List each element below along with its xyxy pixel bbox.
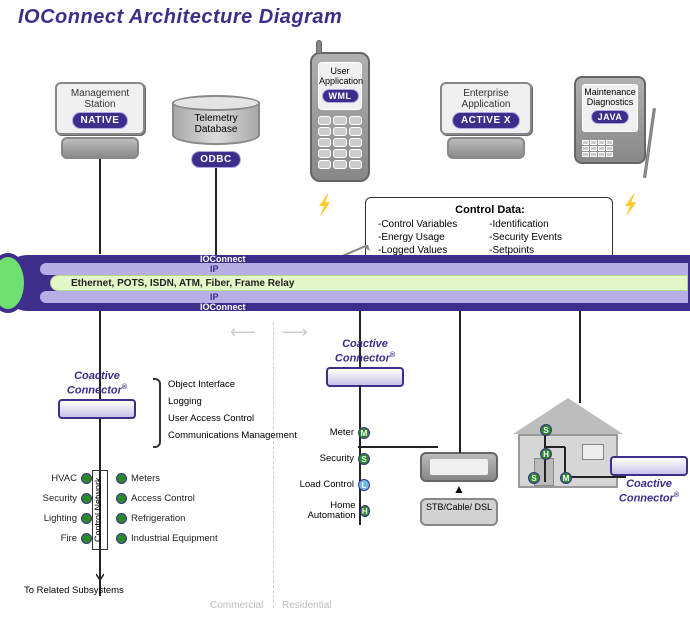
connector-label: CoactiveConnector® bbox=[326, 338, 404, 365]
device-telemetry-db: TelemetryDatabase ODBC bbox=[168, 95, 264, 255]
meter-dot-icon: L bbox=[358, 479, 370, 491]
device-maintenance: MaintenanceDiagnostics JAVA bbox=[565, 76, 655, 164]
zone-residential-label: Residential bbox=[282, 600, 331, 611]
brace-item: Communications Management bbox=[168, 427, 297, 444]
brace-item: User Access Control bbox=[168, 410, 297, 427]
wireless-icon: ⚡ bbox=[317, 192, 332, 217]
commercial-right-column: MetersAccess ControlRefrigerationIndustr… bbox=[116, 468, 218, 548]
callout-header: Control Data: bbox=[378, 204, 602, 216]
ioconnect-bus: Ethernet, POTS, ISDN, ATM, Fiber, Frame … bbox=[0, 255, 690, 311]
network-node: Security bbox=[20, 488, 92, 508]
node-dot-icon bbox=[116, 473, 127, 484]
network-node: Fire bbox=[20, 528, 92, 548]
tech-pill-odbc: ODBC bbox=[191, 151, 240, 168]
node-dot-icon bbox=[81, 533, 92, 544]
node-dot-icon bbox=[81, 473, 92, 484]
network-node: Refrigeration bbox=[116, 508, 218, 528]
wire bbox=[458, 311, 462, 453]
device-enterprise-app: EnterpriseApplication ACTIVE X bbox=[440, 82, 532, 159]
pad-icon: MaintenanceDiagnostics JAVA bbox=[574, 76, 646, 164]
arrow-down-icon bbox=[96, 566, 104, 584]
physical-layer-label: Ethernet, POTS, ISDN, ATM, Fiber, Frame … bbox=[50, 275, 688, 291]
brace-items: Object InterfaceLoggingUser Access Contr… bbox=[168, 376, 297, 444]
node-dot-icon bbox=[81, 513, 92, 524]
node-dot-icon bbox=[116, 513, 127, 524]
device-label: TelemetryDatabase ODBC bbox=[172, 113, 260, 168]
wire bbox=[358, 445, 438, 449]
diagram-title: IOConnect Architecture Diagram bbox=[18, 6, 342, 29]
device-screen: ManagementStation NATIVE bbox=[55, 82, 145, 135]
device-base bbox=[447, 137, 525, 159]
house-dot-icon: H bbox=[540, 448, 552, 460]
zone-arrow-right: ⟶ bbox=[282, 322, 308, 343]
device-wire bbox=[215, 167, 217, 255]
device-user-application: UserApplication WML bbox=[300, 52, 380, 182]
stb-label: STB/Cable/ DSL bbox=[420, 498, 498, 526]
device-label: EnterpriseApplication bbox=[444, 88, 528, 110]
brace-item: Logging bbox=[168, 393, 297, 410]
tech-pill-java: JAVA bbox=[591, 110, 630, 124]
tech-pill-activex: ACTIVE X bbox=[452, 112, 520, 129]
to-related-label: To Related Subsystems bbox=[24, 585, 124, 596]
brace-icon bbox=[153, 378, 161, 448]
meter-dot-icon: M bbox=[358, 427, 370, 439]
network-node: Industrial Equipment bbox=[116, 528, 218, 548]
ip-label: IP bbox=[210, 264, 219, 274]
ip-label: IP bbox=[210, 292, 219, 302]
tech-pill-wml: WML bbox=[322, 89, 359, 103]
device-screen: MaintenanceDiagnostics JAVA bbox=[582, 84, 638, 132]
device-screen: UserApplication WML bbox=[318, 62, 362, 110]
phone-icon: UserApplication WML bbox=[310, 52, 370, 182]
wire bbox=[578, 311, 582, 403]
ioconnect-label: IOConnect bbox=[200, 254, 246, 264]
meter-dot-icon: H bbox=[360, 505, 370, 517]
connector-label: CoactiveConnector® bbox=[58, 370, 136, 397]
meter-dot-icon: S bbox=[358, 453, 370, 465]
zone-divider bbox=[273, 322, 274, 608]
coactive-connector-icon bbox=[326, 367, 404, 387]
connector-label: CoactiveConnector® bbox=[610, 478, 688, 505]
house-dot-icon: M bbox=[560, 472, 572, 484]
zone-arrow-left: ⟵ bbox=[230, 322, 256, 343]
network-node: Meters bbox=[116, 468, 218, 488]
wireless-icon: ⚡ bbox=[623, 192, 638, 217]
coactive-connector-icon bbox=[58, 399, 136, 419]
ioconnect-label: IOConnect bbox=[200, 302, 246, 312]
brace-item: Object Interface bbox=[168, 376, 297, 393]
residential-meters: MeterMSecuritySLoad ControlLHome Automat… bbox=[292, 420, 370, 524]
network-node: HVAC bbox=[20, 468, 92, 488]
device-label: ManagementStation bbox=[59, 88, 141, 110]
arrow-up-icon: ▲ bbox=[420, 482, 498, 496]
house-dot-icon: S bbox=[540, 424, 552, 436]
house-dot-icon: S bbox=[528, 472, 540, 484]
node-dot-icon bbox=[116, 533, 127, 544]
node-dot-icon bbox=[116, 493, 127, 504]
device-base bbox=[61, 137, 139, 159]
commercial-left-column: HVACSecurityLightingFire bbox=[20, 468, 92, 548]
stb-display bbox=[420, 452, 498, 482]
device-screen: EnterpriseApplication ACTIVE X bbox=[440, 82, 532, 135]
meter-row: Home AutomationH bbox=[292, 498, 370, 524]
device-wire bbox=[99, 159, 101, 254]
control-network-label: Control Network bbox=[92, 470, 108, 550]
db-cylinder: TelemetryDatabase ODBC bbox=[172, 95, 260, 145]
coactive-connector-icon bbox=[610, 456, 688, 476]
node-dot-icon bbox=[81, 493, 92, 504]
device-management-station: ManagementStation NATIVE bbox=[55, 82, 145, 254]
network-node: Lighting bbox=[20, 508, 92, 528]
meter-row: Load ControlL bbox=[292, 472, 370, 498]
stb-device: ▲ STB/Cable/ DSL bbox=[420, 452, 498, 526]
zone-commercial-label: Commercial bbox=[210, 600, 263, 611]
network-node: Access Control bbox=[116, 488, 218, 508]
meter-row: SecurityS bbox=[292, 446, 370, 472]
meter-row: MeterM bbox=[292, 420, 370, 446]
tech-pill-native: NATIVE bbox=[72, 112, 129, 129]
